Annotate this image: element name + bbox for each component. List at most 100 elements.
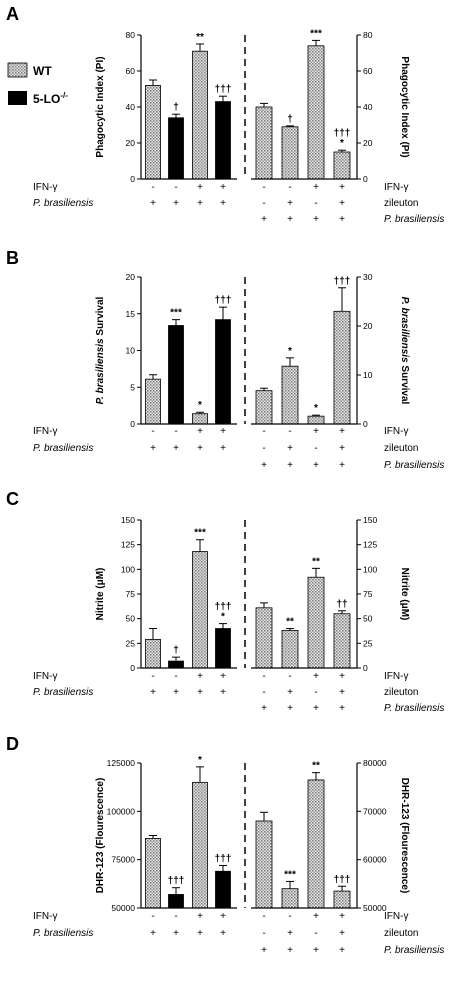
condition-sign: + (220, 911, 226, 922)
condition-label: P. brasiliensis (33, 443, 93, 454)
condition-sign: + (197, 182, 203, 193)
condition-sign: - (262, 426, 265, 437)
condition-sign: + (261, 460, 267, 471)
y-tick-label: 60000 (363, 855, 387, 865)
y-tick-label: 20 (363, 321, 373, 331)
y-tick-label: 100 (363, 564, 377, 574)
y-tick-label: 125 (121, 540, 135, 550)
condition-sign: - (151, 426, 154, 437)
condition-sign: - (288, 182, 291, 193)
y-tick-label: 80000 (363, 758, 387, 768)
condition-sign: - (262, 687, 265, 698)
y-tick-label: 15 (126, 309, 136, 319)
significance-label: ††† (215, 602, 232, 613)
significance-label: * (198, 400, 202, 411)
condition-label: IFN-γ (33, 182, 57, 193)
condition-sign: + (339, 703, 345, 714)
condition-sign: + (197, 198, 203, 209)
y-tick-label: 40 (363, 102, 373, 112)
y-axis-label: Phagocytic Index (PI) (399, 56, 410, 157)
bar (281, 126, 299, 180)
condition-sign: + (150, 928, 156, 939)
condition-label: zileuton (384, 928, 418, 939)
bar (168, 894, 184, 909)
condition-sign: - (151, 182, 154, 193)
y-tick-label: 0 (130, 174, 135, 184)
condition-label: P. brasiliensis (384, 945, 444, 956)
significance-label: ††† (215, 84, 232, 95)
right-chart: 50000 60000 70000 80000 DHR-123 (Flourescenc… (255, 758, 444, 956)
y-tick-label: 0 (363, 663, 368, 673)
y-axis-label: Nitrite (μM) (95, 568, 106, 621)
panel-letter: C (6, 489, 19, 509)
condition-sign: - (262, 928, 265, 939)
condition-sign: + (339, 426, 345, 437)
y-axis-label: DHR-123 (Flourescence) (399, 778, 410, 894)
y-tick-label: 100000 (107, 806, 136, 816)
condition-sign: - (288, 911, 291, 922)
panel-letter: D (6, 734, 19, 754)
bar (333, 613, 351, 669)
y-tick-label: 20 (126, 272, 136, 282)
bar (215, 628, 231, 669)
condition-sign: + (339, 460, 345, 471)
condition-sign: - (262, 443, 265, 454)
condition-label: P. brasiliensis (33, 687, 93, 698)
bar (281, 365, 299, 425)
y-tick-label: 0 (363, 174, 368, 184)
bar (145, 378, 161, 425)
y-tick-label: 50 (126, 614, 136, 624)
condition-sign: + (287, 928, 293, 939)
y-tick-label: 0 (130, 419, 135, 429)
panel-letter: B (6, 248, 19, 268)
y-tick-label: 75 (126, 589, 136, 599)
significance-label: *** (284, 869, 296, 880)
y-tick-label: 100 (121, 564, 135, 574)
condition-sign: + (313, 671, 319, 682)
bar (192, 50, 208, 180)
condition-sign: - (262, 911, 265, 922)
bar (307, 576, 325, 669)
y-tick-label: 10 (126, 346, 136, 356)
bar (307, 415, 325, 425)
y-tick-label: 20 (363, 138, 373, 148)
bar (281, 888, 299, 909)
condition-sign: - (288, 671, 291, 682)
y-tick-label: 150 (121, 515, 135, 525)
condition-sign: + (313, 426, 319, 437)
bar (192, 413, 208, 425)
condition-label: zileuton (384, 443, 418, 454)
bar (255, 390, 273, 425)
bar (192, 781, 208, 909)
condition-label: IFN-γ (384, 671, 408, 682)
y-tick-label: 50000 (111, 903, 135, 913)
bar (215, 101, 231, 180)
y-tick-label: 30 (363, 272, 373, 282)
bar (215, 870, 231, 909)
condition-label: IFN-γ (33, 911, 57, 922)
significance-label: ††† (334, 874, 351, 885)
condition-sign: - (174, 911, 177, 922)
y-tick-label: 0 (130, 663, 135, 673)
condition-sign: + (287, 214, 293, 225)
condition-sign: - (151, 671, 154, 682)
condition-label: P. brasiliensis (384, 460, 444, 471)
bar (168, 117, 184, 180)
condition-sign: - (262, 198, 265, 209)
condition-sign: + (313, 460, 319, 471)
panel-c: C 0 25 50 75 100 125 150 Nitrite (μM) † *** †††* - - +… (6, 489, 444, 714)
condition-sign: + (339, 182, 345, 193)
condition-sign: - (262, 671, 265, 682)
y-tick-label: 0 (363, 419, 368, 429)
significance-label: ††† (334, 128, 351, 139)
condition-sign: + (220, 687, 226, 698)
condition-sign: + (287, 443, 293, 454)
condition-sign: - (314, 198, 317, 209)
significance-label: ** (312, 761, 320, 772)
condition-sign: + (287, 687, 293, 698)
bar (307, 45, 325, 180)
condition-sign: - (174, 426, 177, 437)
